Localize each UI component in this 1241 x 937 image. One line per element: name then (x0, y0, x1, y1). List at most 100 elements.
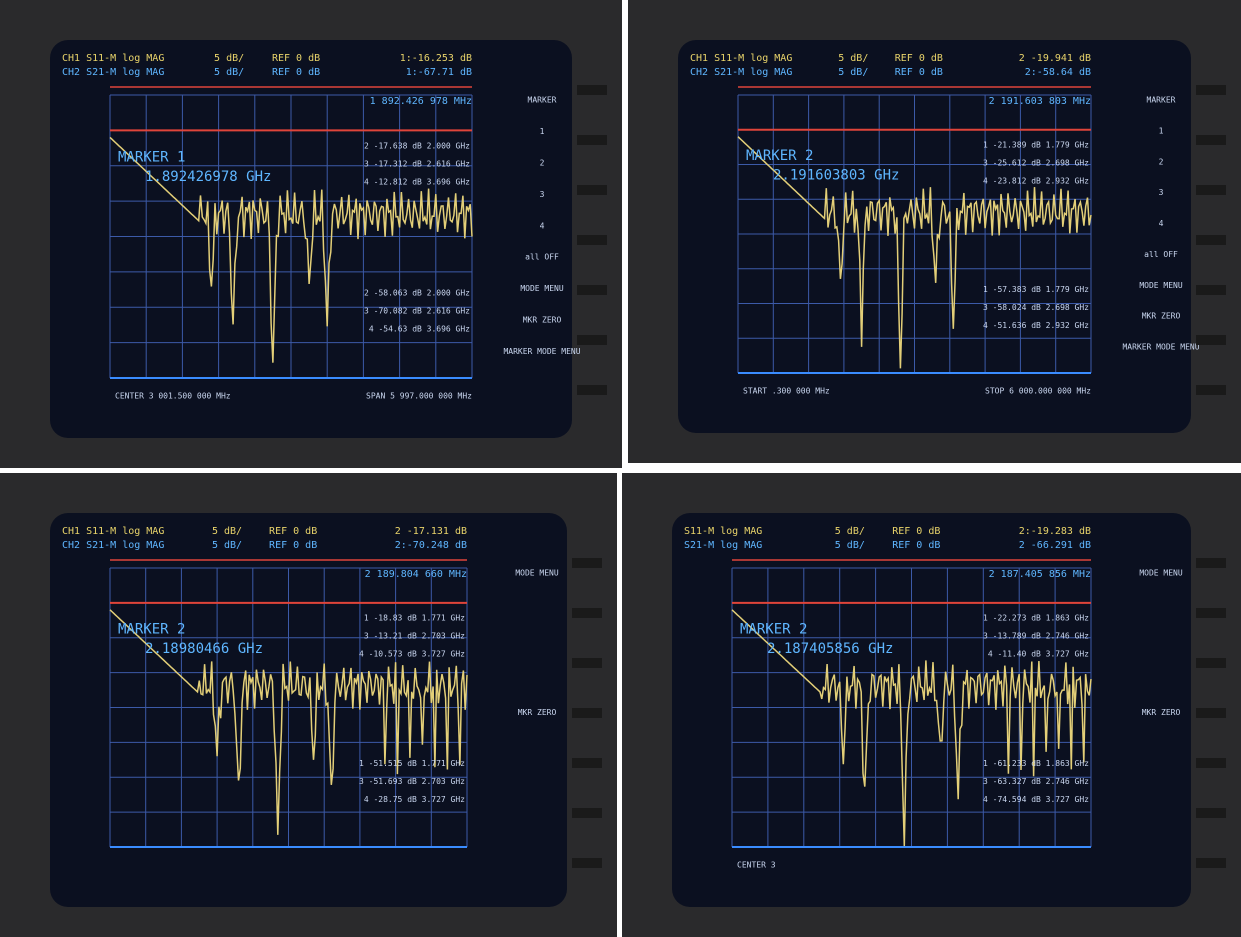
channel-label: CH1 S11-M log MAG (62, 526, 164, 537)
reference: REF 0 dB (895, 53, 943, 64)
marker-reading: 2 -17.131 dB (395, 526, 467, 537)
marker-list-item: 3 -63.327 dB 2.746 GHz (983, 777, 1089, 786)
footer: SPAN 5 997.000 000 MHz (366, 392, 472, 401)
scale: 5 dB/ (214, 53, 244, 64)
hardkey (572, 658, 602, 668)
analyzer-photo: CH1 S11-M log MAG 5 dB/REF 0 dB 1:-16.253 … (0, 0, 622, 468)
hardkey (572, 808, 602, 818)
softkey: 3 (540, 190, 545, 199)
marker-list-item: 3 -13.789 dB 2.746 GHz (983, 632, 1089, 641)
channel-label: S21-M log MAG (684, 540, 762, 551)
screen (672, 513, 1191, 907)
analyzer-photo: CH1 S11-M log MAG 5 dB/REF 0 dB 2 -19.941 … (628, 0, 1241, 463)
hardkey (577, 85, 607, 95)
marker-frequency: 1 892.426 978 MHz (370, 96, 472, 107)
softkey: MARKER (1147, 96, 1176, 105)
hardkey (572, 608, 602, 618)
marker-reading: 2:-70.248 dB (395, 540, 467, 551)
marker-list-item: 3 -58.024 dB 2.698 GHz (983, 303, 1089, 312)
marker-reading: 1:-16.253 dB (400, 53, 472, 64)
softkey: MKR ZERO (523, 316, 562, 325)
reference: REF 0 dB (892, 526, 940, 537)
reference: REF 0 dB (272, 53, 320, 64)
softkey: all OFF (1144, 250, 1178, 259)
marker-value: 2.191603803 GHz (773, 168, 899, 184)
hardkey (577, 285, 607, 295)
softkey: MODE MENU (1139, 281, 1183, 290)
marker-frequency: 2 187.405 856 MHz (989, 569, 1091, 580)
softkey: 1 (540, 127, 545, 136)
footer: START .300 000 MHz (743, 387, 830, 396)
trace (737, 136, 1092, 369)
scale: 5 dB/ (838, 53, 868, 64)
marker-list-item: 4 -23.812 dB 2.932 GHz (983, 177, 1089, 186)
marker-list-item: 3 -17.312 dB 2.616 GHz (364, 159, 470, 168)
softkey: 4 (540, 221, 545, 230)
hardkey (572, 708, 602, 718)
softkey: 2 (1159, 157, 1164, 166)
footer: STOP 6 000.000 000 MHz (985, 387, 1091, 396)
hardkey (572, 758, 602, 768)
softkey: 3 (1159, 188, 1164, 197)
hardkey (1196, 385, 1226, 395)
hardkey (577, 385, 607, 395)
marker-title: MARKER 2 (740, 621, 807, 637)
scale: 5 dB/ (214, 67, 244, 78)
hardkey (1196, 758, 1226, 768)
hardkey (577, 135, 607, 145)
softkey: MODE MENU (520, 284, 564, 293)
marker-list-item: 1 -22.273 dB 1.863 GHz (983, 614, 1089, 623)
marker-list-item: 3 -13.21 dB 2.703 GHz (364, 632, 465, 641)
reference: REF 0 dB (269, 540, 317, 551)
analyzer-photo: CH1 S11-M log MAG 5 dB/REF 0 dB 2 -17.131 … (0, 473, 617, 937)
marker-list-item: 4 -11.40 dB 3.727 GHz (988, 650, 1089, 659)
marker-list-item: 1 -51.515 dB 1.771 GHz (359, 759, 465, 768)
marker-reading: 2 -19.941 dB (1019, 53, 1091, 64)
marker-list-item: 3 -25.612 dB 2.698 GHz (983, 159, 1089, 168)
hardkey (572, 858, 602, 868)
screen (678, 40, 1191, 433)
marker-list-item: 2 -58.063 dB 2.000 GHz (364, 289, 470, 298)
marker-value: 2.18980466 GHz (145, 641, 263, 657)
marker-list-item: 4 -12.812 dB 3.696 GHz (364, 177, 470, 186)
hardkey (1196, 708, 1226, 718)
softkey: 4 (1159, 219, 1164, 228)
marker-reading: 1:-67.71 dB (406, 67, 472, 78)
marker-list-item: 4 -10.573 dB 3.727 GHz (359, 650, 465, 659)
marker-title: MARKER 2 (746, 148, 813, 164)
hardkey (1196, 85, 1226, 95)
reference: REF 0 dB (269, 526, 317, 537)
marker-list-item: 1 -57.383 dB 1.779 GHz (983, 285, 1089, 294)
channel-label: CH1 S11-M log MAG (690, 53, 792, 64)
marker-reading: 2:-58.64 dB (1025, 67, 1091, 78)
reference: REF 0 dB (272, 67, 320, 78)
footer: CENTER 3 (737, 861, 776, 870)
hardkey (1196, 808, 1226, 818)
scale: 5 dB/ (838, 67, 868, 78)
softkey: MARKER MODE MENU (503, 347, 580, 356)
marker-frequency: 2 189.804 660 MHz (365, 569, 467, 580)
hardkey (1196, 285, 1226, 295)
hardkey (577, 335, 607, 345)
scale: 5 dB/ (212, 526, 242, 537)
hardkey (1196, 135, 1226, 145)
softkey: MKR ZERO (1142, 312, 1181, 321)
trace (109, 136, 473, 363)
marker-list-item: 1 -18.83 dB 1.771 GHz (364, 614, 465, 623)
marker-list-item: 4 -74.594 dB 3.727 GHz (983, 795, 1089, 804)
marker-list-item: 3 -51.693 dB 2.703 GHz (359, 777, 465, 786)
softkey: MKR ZERO (518, 708, 557, 717)
marker-title: MARKER 2 (118, 621, 185, 637)
analyzer-photo: S11-M log MAG 5 dB/REF 0 dB 2:-19.283 dB S2… (622, 473, 1241, 937)
softkey: MARKER MODE MENU (1122, 343, 1199, 352)
reference: REF 0 dB (895, 67, 943, 78)
marker-list-item: 4 -51.636 dB 2.932 GHz (983, 321, 1089, 330)
hardkey (572, 558, 602, 568)
softkey: 1 (1159, 126, 1164, 135)
marker-list-item: 4 -28.75 dB 3.727 GHz (364, 795, 465, 804)
marker-reading: 2 -66.291 dB (1019, 540, 1091, 551)
hardkey (1196, 185, 1226, 195)
softkey: MODE MENU (515, 569, 559, 578)
hardkey (577, 235, 607, 245)
